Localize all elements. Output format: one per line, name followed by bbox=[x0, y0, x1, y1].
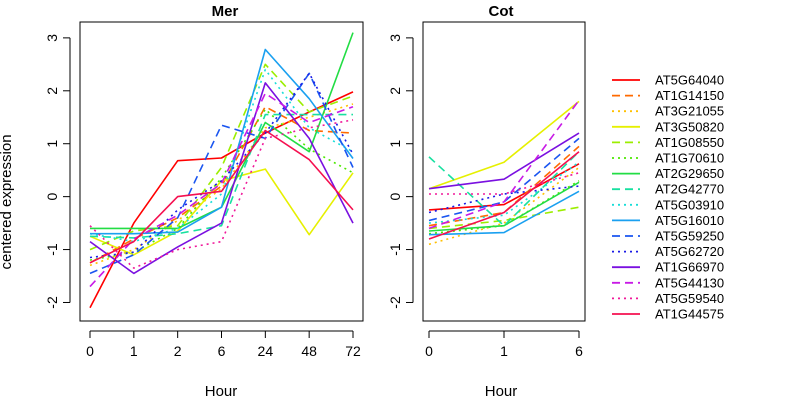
panel-cot-y-tick-label: -1 bbox=[387, 243, 403, 256]
series-line-at2g42770 bbox=[89, 113, 353, 239]
series-line-at1g66970 bbox=[89, 82, 354, 275]
series-line-at5g64040 bbox=[89, 91, 354, 309]
series-line-at5g59250 bbox=[89, 72, 354, 275]
legend: AT5G64040AT1G14150AT3G21055AT3G50820AT1G… bbox=[612, 73, 724, 322]
legend-label-at3g50820: AT3G50820 bbox=[655, 119, 724, 134]
legend-label-at1g66970: AT1G66970 bbox=[655, 260, 724, 275]
panel-mer-x-tick-label: 2 bbox=[174, 343, 182, 359]
series-line-at1g08550 bbox=[89, 63, 354, 251]
series-line-at1g66970 bbox=[428, 132, 580, 190]
panel-cot-xlabel: Hour bbox=[485, 383, 518, 400]
panel-mer-y-tick-label: 0 bbox=[44, 193, 60, 201]
panel-mer-x-tick-label: 48 bbox=[301, 343, 317, 359]
legend-label-at5g59250: AT5G59250 bbox=[655, 229, 724, 244]
series-line-at1g44575 bbox=[428, 151, 580, 240]
series-line-at3g21055 bbox=[428, 166, 580, 246]
series-line-at2g42770 bbox=[428, 151, 580, 227]
panel-mer-x-tick-label: 24 bbox=[258, 343, 274, 359]
panel-mer-x-tick-label: 6 bbox=[218, 343, 226, 359]
legend-label-at1g44575: AT1G44575 bbox=[655, 307, 724, 322]
legend-label-at5g44130: AT5G44130 bbox=[655, 275, 724, 290]
legend-label-at2g42770: AT2G42770 bbox=[655, 182, 724, 197]
panel-cot-title: Cot bbox=[489, 3, 514, 20]
panel-cot-y-tick-label: 0 bbox=[387, 193, 403, 201]
series-line-at5g16010 bbox=[428, 190, 580, 236]
legend-label-at1g08550: AT1G08550 bbox=[655, 135, 724, 150]
panel-mer-y-tick-label: -2 bbox=[44, 296, 60, 309]
panel-mer-x-tick-label: 72 bbox=[345, 343, 361, 359]
panel-mer-xlabel: Hour bbox=[205, 383, 238, 400]
series-line-at5g03910 bbox=[428, 161, 580, 224]
series-line-at5g44130 bbox=[428, 99, 580, 230]
legend-label-at1g70610: AT1G70610 bbox=[655, 151, 724, 166]
series-line-at5g62720 bbox=[428, 185, 580, 214]
series-line-at5g59540 bbox=[89, 119, 354, 269]
panel-cot-y-tick-label: 2 bbox=[387, 87, 403, 95]
series-line-at1g14150 bbox=[89, 105, 354, 264]
legend-label-at3g21055: AT3G21055 bbox=[655, 104, 724, 119]
figure-ylabel: centered expression bbox=[0, 134, 15, 269]
panel-mer-x-tick-label: 0 bbox=[86, 343, 94, 359]
panel-mer-title: Mer bbox=[212, 3, 239, 20]
series-line-at5g03910 bbox=[89, 68, 354, 243]
series-line-at5g62720 bbox=[89, 72, 354, 259]
panel-cot-x-tick-label: 1 bbox=[500, 343, 508, 359]
panel-cot-x-tick-label: 0 bbox=[425, 343, 433, 359]
legend-label-at1g14150: AT1G14150 bbox=[655, 88, 724, 103]
series-line-at2g29650 bbox=[428, 181, 580, 232]
panel-mer-x-tick-label: 1 bbox=[130, 343, 138, 359]
panel-cot-y-tick-label: 1 bbox=[387, 140, 403, 148]
legend-label-at2g29650: AT2G29650 bbox=[655, 166, 724, 181]
panel-cot-frame bbox=[422, 21, 586, 322]
panel-mer-frame bbox=[79, 21, 364, 322]
panel-mer: Mer Hour -2 -1 0 1 2 3 0 1 2 6 24 48 72 bbox=[44, 3, 364, 400]
legend-label-at5g62720: AT5G62720 bbox=[655, 244, 724, 259]
panel-cot-y-tick-label: -2 bbox=[387, 296, 403, 309]
legend-label-at5g03910: AT5G03910 bbox=[655, 197, 724, 212]
panel-cot-y-tick-label: 3 bbox=[387, 34, 403, 42]
series-line-at1g44575 bbox=[89, 129, 354, 264]
series-line-at1g70610 bbox=[428, 180, 580, 235]
panel-mer-y-tick-label: -1 bbox=[44, 243, 60, 256]
legend-label-at5g59540: AT5G59540 bbox=[655, 291, 724, 306]
panel-cot: Cot Hour -2 -1 0 1 2 3 0 1 6 bbox=[387, 3, 586, 400]
panel-mer-y-tick-label: 3 bbox=[44, 34, 60, 42]
series-line-at5g16010 bbox=[90, 48, 354, 235]
panel-cot-x-tick-label: 6 bbox=[575, 343, 583, 359]
series-line-at5g59540 bbox=[429, 172, 580, 195]
series-line-at1g70610 bbox=[89, 108, 354, 261]
legend-label-at5g16010: AT5G16010 bbox=[655, 213, 724, 228]
legend-label-at5g64040: AT5G64040 bbox=[655, 73, 724, 88]
panel-mer-y-tick-label: 1 bbox=[44, 140, 60, 148]
panel-mer-y-tick-label: 2 bbox=[44, 87, 60, 95]
